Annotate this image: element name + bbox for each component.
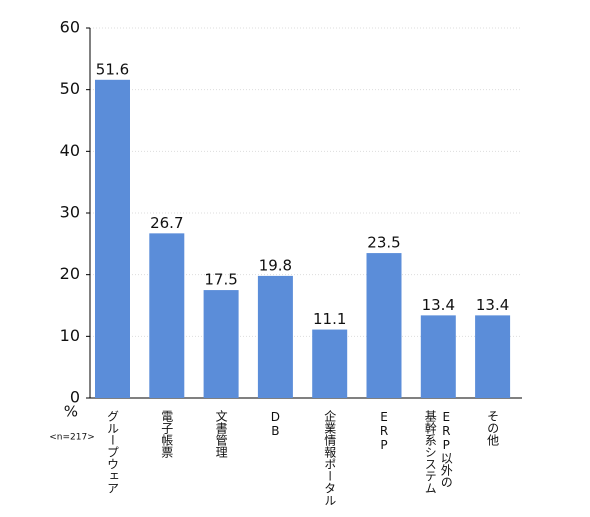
- value-label: 23.5: [367, 234, 400, 252]
- y-tick-label: 0: [70, 388, 80, 407]
- x-tick-label: 企業情報ポータル: [322, 410, 337, 506]
- value-label: 17.5: [204, 271, 237, 289]
- y-tick-label: 10: [60, 326, 80, 345]
- bar: [475, 315, 511, 398]
- y-tick-label: 40: [60, 141, 80, 160]
- bar: [366, 253, 402, 398]
- x-tick-label: ERP以外の 基幹系システム: [423, 410, 454, 494]
- x-tick-label: DB: [268, 410, 283, 438]
- value-label: 19.8: [259, 256, 292, 274]
- bar: [257, 275, 293, 398]
- bar: [203, 290, 239, 398]
- sample-note: <n=217>: [49, 433, 95, 443]
- x-tick-label: グループウェア: [105, 410, 120, 494]
- y-tick-label: 60: [60, 18, 80, 37]
- value-label: 13.4: [476, 296, 509, 314]
- bar: [420, 315, 456, 398]
- bar: [95, 79, 130, 399]
- y-tick-label: 20: [60, 264, 80, 283]
- bar: [149, 233, 185, 398]
- value-label: 13.4: [422, 296, 455, 314]
- y-axis-label: %: [64, 403, 78, 421]
- x-tick-label: 文書管理: [214, 410, 229, 458]
- value-label: 51.6: [96, 60, 129, 78]
- value-label: 11.1: [313, 310, 346, 328]
- value-label: 26.7: [150, 214, 183, 232]
- x-tick-label: その他: [485, 410, 500, 446]
- x-tick-label: 電子帳票: [159, 410, 174, 458]
- x-tick-label: ERP: [377, 410, 391, 452]
- y-tick-label: 30: [60, 203, 80, 222]
- y-tick-label: 50: [60, 79, 80, 98]
- bar: [312, 329, 348, 398]
